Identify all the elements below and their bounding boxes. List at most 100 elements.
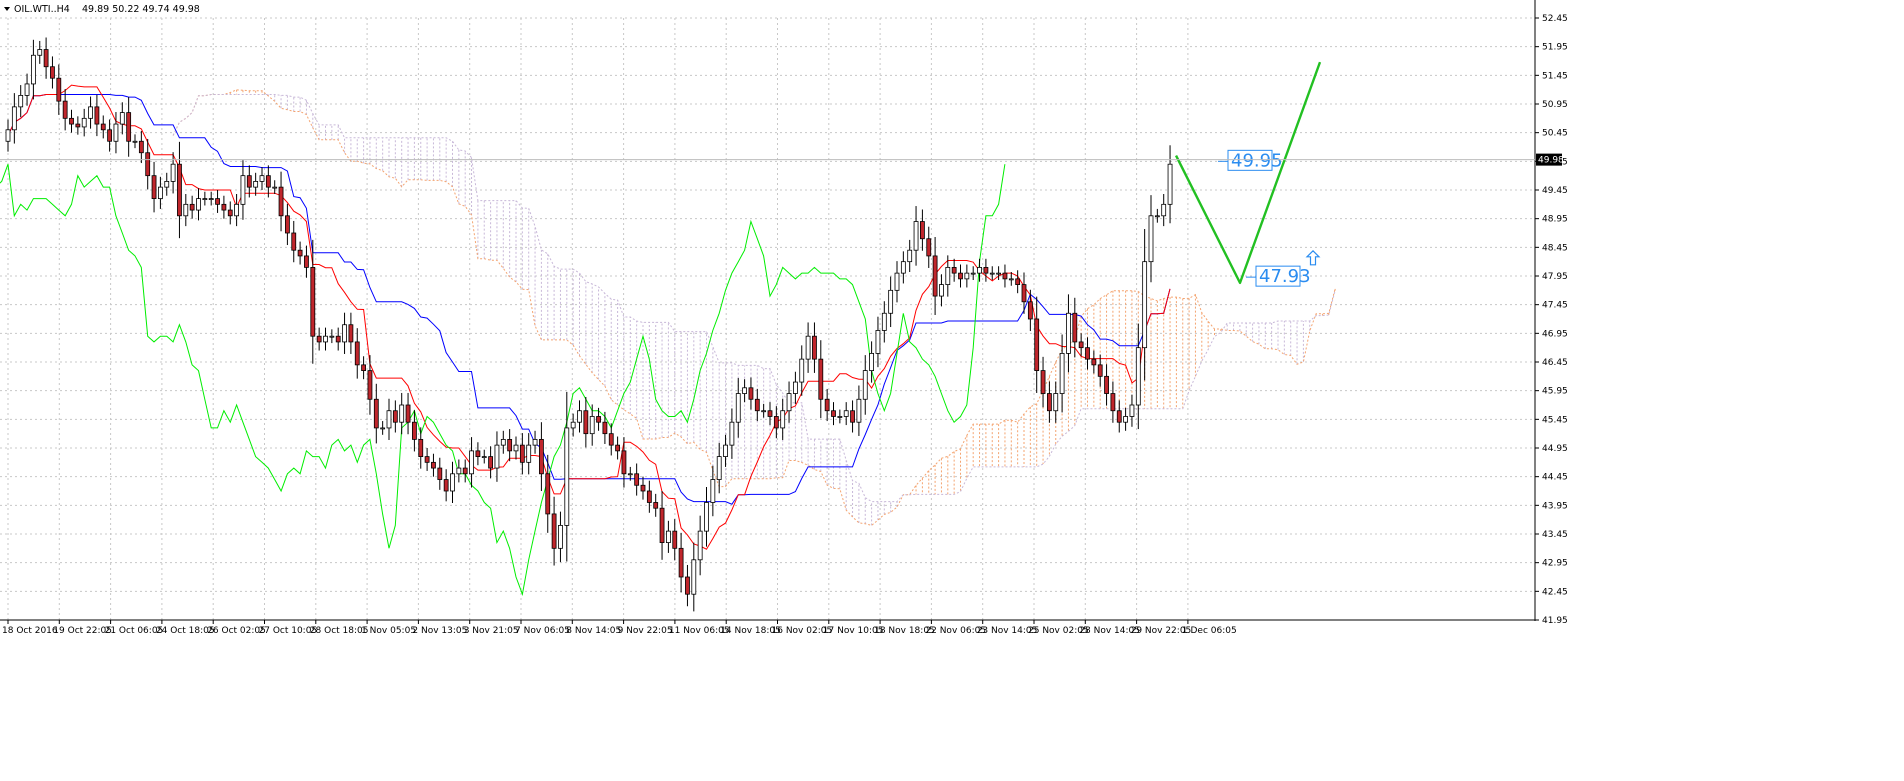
candle-bull[interactable] — [970, 272, 976, 275]
candle-bear[interactable] — [767, 410, 773, 417]
candle-bear[interactable] — [126, 112, 132, 142]
candle-bear[interactable] — [608, 433, 614, 446]
candle-bear[interactable] — [818, 358, 824, 400]
candle-bull[interactable] — [11, 106, 17, 131]
candle-bear[interactable] — [424, 456, 430, 463]
candle-bull[interactable] — [894, 272, 900, 291]
candle-bull[interactable] — [697, 530, 703, 561]
candle-bear[interactable] — [443, 479, 449, 492]
candle-bear[interactable] — [62, 100, 68, 119]
candle-bull[interactable] — [481, 456, 487, 459]
candle-bull[interactable] — [627, 473, 633, 476]
candle-bull[interactable] — [862, 370, 868, 400]
candle-bear[interactable] — [519, 444, 525, 463]
candle-bull[interactable] — [710, 479, 716, 503]
candle-bear[interactable] — [297, 249, 303, 257]
candle-bear[interactable] — [431, 461, 436, 469]
candle-bear[interactable] — [831, 410, 836, 417]
candle-bear[interactable] — [1091, 358, 1097, 366]
candle-bear[interactable] — [1047, 393, 1052, 412]
candle-bull[interactable] — [234, 203, 240, 217]
candle-bear[interactable] — [75, 123, 81, 128]
candle-bear[interactable] — [43, 49, 49, 68]
candle-bull[interactable] — [856, 398, 862, 423]
candle-bear[interactable] — [215, 198, 220, 205]
candle-bear[interactable] — [920, 221, 925, 240]
candle-bear[interactable] — [107, 129, 112, 142]
candle-bear[interactable] — [177, 163, 182, 217]
candle-bear[interactable] — [748, 387, 754, 400]
candle-bull[interactable] — [456, 467, 462, 475]
candle-bull[interactable] — [240, 175, 246, 205]
candle-bull[interactable] — [989, 272, 995, 275]
candle-bull[interactable] — [577, 410, 582, 423]
candle-bear[interactable] — [462, 467, 468, 475]
candle-bull[interactable] — [666, 530, 671, 544]
candle-bull[interactable] — [1059, 352, 1065, 394]
candle-bear[interactable] — [100, 123, 106, 131]
candle-bear[interactable] — [824, 398, 830, 412]
candle-bear[interactable] — [1097, 364, 1103, 377]
candle-bear[interactable] — [1085, 347, 1090, 360]
candle-bear[interactable] — [411, 421, 417, 440]
candle-bull[interactable] — [24, 83, 30, 96]
candle-bull[interactable] — [164, 180, 170, 188]
candles[interactable] — [5, 37, 1173, 612]
candle-bull[interactable] — [500, 438, 506, 446]
candle-bear[interactable] — [291, 232, 297, 251]
candle-bear[interactable] — [94, 106, 100, 125]
candle-bear[interactable] — [596, 416, 601, 423]
candle-bull[interactable] — [323, 335, 328, 343]
candle-bull[interactable] — [81, 117, 87, 128]
candle-bull[interactable] — [742, 387, 747, 394]
candle-bull[interactable] — [157, 186, 163, 199]
candle-bear[interactable] — [773, 416, 779, 429]
up-arrow-icon[interactable] — [1305, 249, 1321, 266]
candle-bear[interactable] — [1002, 272, 1008, 280]
candle-bull[interactable] — [494, 444, 500, 469]
candle-bear[interactable] — [1104, 375, 1109, 394]
candle-bull[interactable] — [1135, 347, 1141, 406]
candle-bear[interactable] — [437, 467, 443, 480]
candle-bull[interactable] — [132, 140, 138, 143]
candle-bear[interactable] — [278, 186, 284, 217]
triangle-down-icon[interactable] — [4, 7, 10, 11]
candle-bull[interactable] — [113, 123, 119, 142]
candle-bull[interactable] — [1148, 215, 1154, 263]
candle-bull[interactable] — [907, 249, 913, 263]
candle-bull[interactable] — [888, 289, 894, 314]
candle-bear[interactable] — [545, 473, 551, 515]
candle-bear[interactable] — [405, 404, 411, 423]
candle-bear[interactable] — [754, 398, 760, 412]
candle-bull[interactable] — [208, 198, 214, 201]
candle-bear[interactable] — [348, 324, 354, 343]
candle-bear[interactable] — [221, 203, 227, 211]
candle-bull[interactable] — [513, 444, 519, 452]
candle-bull[interactable] — [380, 427, 386, 430]
candle-bull[interactable] — [875, 330, 881, 354]
candle-bear[interactable] — [304, 255, 309, 268]
candle-bear[interactable] — [367, 370, 373, 400]
candle-bull[interactable] — [805, 335, 811, 360]
candle-bull[interactable] — [329, 335, 335, 338]
candle-bear[interactable] — [640, 484, 646, 492]
candle-bear[interactable] — [69, 117, 74, 125]
candle-bear[interactable] — [653, 502, 659, 509]
candle-bear[interactable] — [361, 364, 367, 372]
candle-bull[interactable] — [729, 421, 735, 446]
candle-bull[interactable] — [1142, 261, 1148, 349]
candle-bull[interactable] — [558, 525, 563, 549]
candle-bull[interactable] — [691, 559, 697, 595]
candle-bear[interactable] — [1078, 341, 1084, 349]
candle-bear[interactable] — [634, 473, 640, 486]
candle-bull[interactable] — [5, 129, 11, 142]
candle-bear[interactable] — [145, 152, 151, 177]
candle-bear[interactable] — [488, 456, 494, 469]
candle-bear[interactable] — [475, 450, 481, 458]
candle-bull[interactable] — [202, 198, 208, 201]
candle-bear[interactable] — [316, 335, 322, 343]
candle-bear[interactable] — [310, 266, 316, 337]
candle-bear[interactable] — [646, 490, 652, 503]
candle-bull[interactable] — [913, 221, 919, 251]
